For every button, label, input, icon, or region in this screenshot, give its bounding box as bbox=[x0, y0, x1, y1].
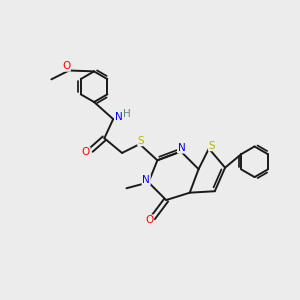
Text: N: N bbox=[142, 175, 150, 185]
Text: H: H bbox=[123, 109, 130, 119]
Text: S: S bbox=[208, 141, 215, 151]
Text: N: N bbox=[178, 143, 185, 153]
Text: N: N bbox=[115, 112, 122, 122]
Text: O: O bbox=[82, 147, 90, 158]
Text: S: S bbox=[138, 136, 145, 146]
Text: O: O bbox=[145, 215, 154, 225]
Text: O: O bbox=[62, 61, 70, 71]
